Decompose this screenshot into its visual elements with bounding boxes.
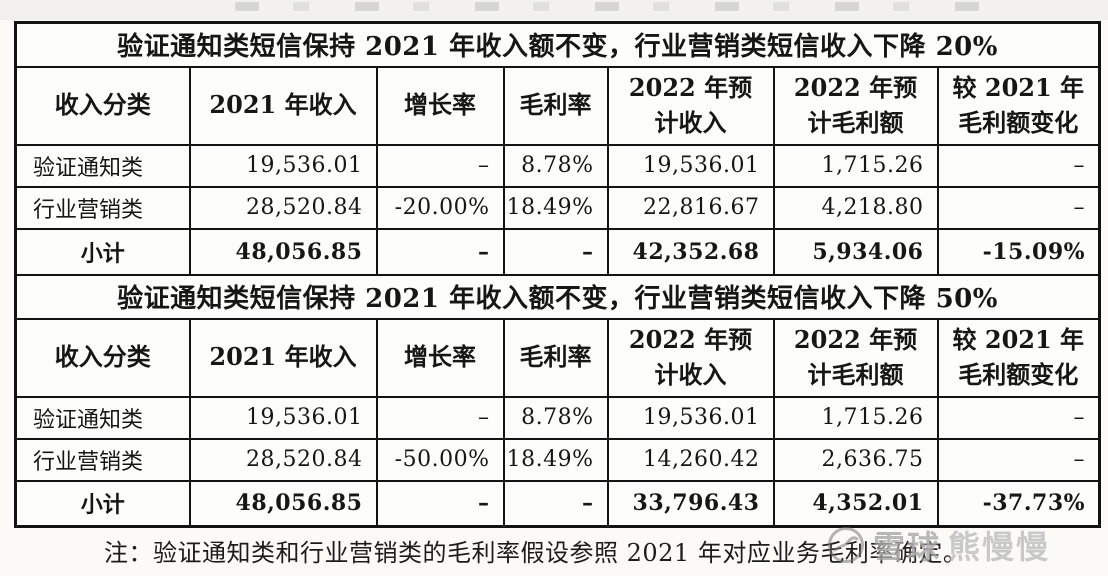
table-row-verification: 验证通知类 19,536.01 – 8.78% 19,536.01 1,715.… bbox=[14, 395, 1101, 440]
col-header-category: 收入分类 bbox=[14, 317, 191, 398]
cell-revenue-2021: 48,056.85 bbox=[188, 227, 378, 276]
watermark: 雪球 熊慢慢 bbox=[826, 522, 1050, 568]
cell-gross-margin: 18.49% bbox=[502, 437, 609, 482]
cell-revenue-2021: 28,520.84 bbox=[188, 437, 378, 482]
cell-gross-profit-2022e: 4,218.80 bbox=[772, 185, 939, 230]
col-header-gross-profit-2022e: 2022 年预计毛利额 bbox=[772, 317, 939, 398]
col-header-revenue-2022e: 2022 年预计收入 bbox=[606, 65, 775, 146]
subtotal-row: 小计 48,056.85 – – 42,352.68 5,934.06 -15.… bbox=[14, 227, 1101, 276]
cell-revenue-2022e: 19,536.01 bbox=[606, 143, 775, 188]
col-header-category: 收入分类 bbox=[14, 65, 191, 146]
cell-category: 小计 bbox=[14, 227, 191, 276]
cell-gross-profit-2022e: 4,352.01 bbox=[772, 479, 939, 528]
cell-growth-rate: -20.00% bbox=[375, 185, 505, 230]
scenario-50pct-section: 验证通知类短信保持 2021 年收入额不变，行业营销类短信收入下降 50% 收入… bbox=[14, 273, 1101, 528]
col-header-gp-change: 较 2021 年毛利额变化 bbox=[936, 317, 1101, 398]
cell-gross-margin: – bbox=[502, 479, 609, 528]
column-header-row: 收入分类 2021 年收入 增长率 毛利率 2022 年预计收入 2022 年预… bbox=[14, 65, 1101, 146]
col-header-gross-profit-2022e: 2022 年预计毛利额 bbox=[772, 65, 939, 146]
watermark-username: 熊慢慢 bbox=[948, 528, 1051, 566]
col-header-revenue-2021: 2021 年收入 bbox=[188, 65, 378, 146]
cell-revenue-2021: 19,536.01 bbox=[188, 395, 378, 440]
scan-artifact bbox=[235, 2, 995, 11]
cell-gp-change: – bbox=[936, 395, 1101, 440]
section-title-row: 验证通知类短信保持 2021 年收入额不变，行业营销类短信收入下降 20% bbox=[14, 21, 1101, 68]
col-header-revenue-2022e: 2022 年预计收入 bbox=[606, 317, 775, 398]
cell-gp-change: – bbox=[936, 185, 1101, 230]
cell-gross-margin: – bbox=[502, 227, 609, 276]
cell-growth-rate: – bbox=[375, 143, 505, 188]
section-title-row: 验证通知类短信保持 2021 年收入额不变，行业营销类短信收入下降 50% bbox=[14, 273, 1101, 320]
section-title: 验证通知类短信保持 2021 年收入额不变，行业营销类短信收入下降 50% bbox=[14, 273, 1101, 320]
cell-growth-rate: -50.00% bbox=[375, 437, 505, 482]
cell-gp-change: -15.09% bbox=[936, 227, 1101, 276]
col-header-gross-margin: 毛利率 bbox=[502, 65, 609, 146]
cell-growth-rate: – bbox=[375, 395, 505, 440]
snowball-logo-icon bbox=[826, 525, 866, 565]
cell-gross-margin: 18.49% bbox=[502, 185, 609, 230]
cell-gross-profit-2022e: 5,934.06 bbox=[772, 227, 939, 276]
revenue-projection-table: 验证通知类短信保持 2021 年收入额不变，行业营销类短信收入下降 20% 收入… bbox=[14, 21, 1102, 528]
cell-growth-rate: – bbox=[375, 479, 505, 528]
cell-revenue-2022e: 22,816.67 bbox=[606, 185, 775, 230]
col-header-gross-margin: 毛利率 bbox=[502, 317, 609, 398]
cell-gp-change: -37.73% bbox=[936, 479, 1101, 528]
cell-revenue-2021: 19,536.01 bbox=[188, 143, 378, 188]
cell-category: 验证通知类 bbox=[14, 395, 191, 440]
cell-gross-profit-2022e: 1,715.26 bbox=[772, 143, 939, 188]
table-row-marketing: 行业营销类 28,520.84 -50.00% 18.49% 14,260.42… bbox=[14, 437, 1101, 482]
cell-revenue-2022e: 33,796.43 bbox=[606, 479, 775, 528]
col-header-growth-rate: 增长率 bbox=[375, 65, 505, 146]
col-header-gp-change: 较 2021 年毛利额变化 bbox=[936, 65, 1101, 146]
cell-growth-rate: – bbox=[375, 227, 505, 276]
cell-gp-change: – bbox=[936, 143, 1101, 188]
cell-revenue-2021: 28,520.84 bbox=[188, 185, 378, 230]
cell-gp-change: – bbox=[936, 437, 1101, 482]
subtotal-row: 小计 48,056.85 – – 33,796.43 4,352.01 -37.… bbox=[14, 479, 1101, 528]
cell-category: 验证通知类 bbox=[14, 143, 191, 188]
cell-category: 行业营销类 bbox=[14, 185, 191, 230]
cell-revenue-2022e: 14,260.42 bbox=[606, 437, 775, 482]
cell-gross-profit-2022e: 2,636.75 bbox=[772, 437, 939, 482]
column-header-row: 收入分类 2021 年收入 增长率 毛利率 2022 年预计收入 2022 年预… bbox=[14, 317, 1101, 398]
cell-gross-profit-2022e: 1,715.26 bbox=[772, 395, 939, 440]
cell-revenue-2022e: 42,352.68 bbox=[606, 227, 775, 276]
table-row-verification: 验证通知类 19,536.01 – 8.78% 19,536.01 1,715.… bbox=[14, 143, 1101, 188]
col-header-growth-rate: 增长率 bbox=[375, 317, 505, 398]
cell-gross-margin: 8.78% bbox=[502, 143, 609, 188]
scenario-20pct-section: 验证通知类短信保持 2021 年收入额不变，行业营销类短信收入下降 20% 收入… bbox=[14, 21, 1101, 276]
table-row-marketing: 行业营销类 28,520.84 -20.00% 18.49% 22,816.67… bbox=[14, 185, 1101, 230]
col-header-revenue-2021: 2021 年收入 bbox=[188, 317, 378, 398]
cell-gross-margin: 8.78% bbox=[502, 395, 609, 440]
cell-category: 小计 bbox=[14, 479, 191, 528]
cell-revenue-2021: 48,056.85 bbox=[188, 479, 378, 528]
section-title: 验证通知类短信保持 2021 年收入额不变，行业营销类短信收入下降 20% bbox=[14, 21, 1101, 68]
footnote-text: 注：验证通知类和行业营销类的毛利率假设参照 2021 年对应业务毛利率确定。 bbox=[104, 539, 968, 567]
cell-category: 行业营销类 bbox=[14, 437, 191, 482]
watermark-brand: 雪球 bbox=[873, 528, 942, 566]
cell-revenue-2022e: 19,536.01 bbox=[606, 395, 775, 440]
